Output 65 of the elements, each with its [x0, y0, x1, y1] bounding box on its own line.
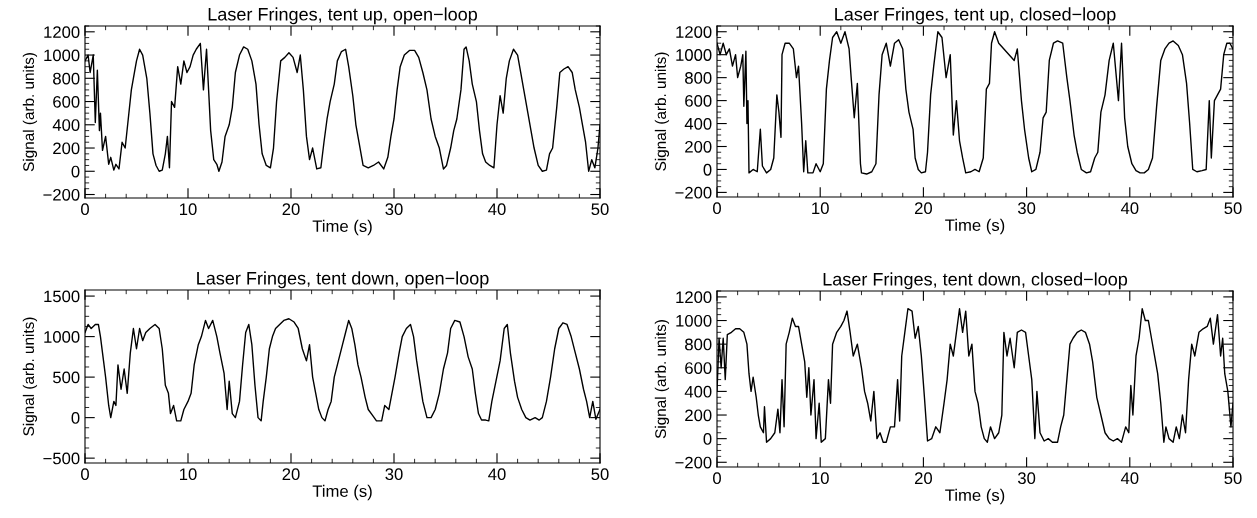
y-tick-label: −500 — [43, 452, 80, 465]
y-tick-label: 1000 — [44, 49, 80, 62]
y-tick-label: 1000 — [676, 314, 712, 327]
x-axis-title: Time (s) — [945, 488, 1005, 505]
y-tick-label: 1000 — [676, 49, 712, 61]
x-tick-label: 50 — [1224, 202, 1242, 215]
y-tick-label: −200 — [675, 456, 712, 469]
x-tick-label: 30 — [385, 468, 403, 481]
y-tick-label: 200 — [53, 142, 80, 155]
x-axis-title: Time (s) — [312, 219, 372, 236]
y-tick-label: 200 — [685, 409, 712, 422]
x-tick-label: 20 — [282, 203, 300, 216]
y-tick-label: 600 — [53, 95, 80, 108]
y-axis-title: Signal (arb. units) — [22, 317, 38, 436]
y-tick-label: 0 — [71, 165, 80, 178]
x-tick-label: 50 — [591, 203, 609, 216]
x-tick-label: 50 — [1224, 472, 1242, 485]
y-tick-label: −200 — [675, 186, 712, 199]
y-tick-label: 800 — [685, 72, 712, 84]
x-axis-title: Time (s) — [945, 218, 1005, 235]
x-tick-label: 0 — [81, 468, 89, 481]
y-tick-label: 1000 — [44, 330, 80, 343]
x-tick-label: 40 — [488, 468, 506, 481]
y-tick-label: 800 — [53, 72, 80, 85]
x-axis-title: Time (s) — [312, 484, 372, 501]
x-tick-label: 20 — [282, 468, 300, 481]
y-tick-label: 800 — [685, 338, 712, 351]
y-axis-title: Signal (arb. units) — [654, 52, 670, 171]
x-tick-label: 0 — [713, 202, 721, 215]
x-tick-label: 10 — [180, 468, 197, 481]
x-tick-label: 10 — [812, 202, 829, 215]
x-tick-label: 20 — [914, 472, 933, 485]
x-tick-label: 10 — [180, 203, 197, 216]
y-tick-label: 400 — [684, 117, 712, 130]
y-tick-label: 500 — [53, 371, 80, 384]
x-tick-label: 0 — [713, 472, 721, 485]
y-axis-title: Signal (arb. units) — [654, 320, 670, 439]
y-tick-label: 400 — [684, 385, 712, 398]
y-tick-label: 0 — [71, 412, 80, 424]
y-axis-title: Signal (arb. units) — [22, 53, 38, 172]
y-tick-label: 1500 — [44, 290, 80, 303]
chart-title: Laser Fringes, tent up, open−loop — [208, 7, 478, 25]
x-tick-label: 40 — [1120, 202, 1139, 215]
x-tick-label: 30 — [1017, 472, 1036, 485]
y-tick-label: 600 — [685, 362, 712, 374]
x-tick-label: 40 — [1120, 472, 1139, 485]
x-tick-label: 30 — [385, 203, 403, 216]
chart-title: Laser Fringes, tent down, open−loop — [197, 271, 489, 289]
y-tick-label: 0 — [703, 163, 712, 176]
chart-title: Laser Fringes, tent down, closed−loop — [823, 272, 1128, 290]
chart-title: Laser Fringes, tent up, closed−loop — [835, 7, 1116, 25]
y-tick-label: 600 — [685, 95, 712, 107]
y-tick-label: 1200 — [44, 26, 80, 39]
y-tick-label: −200 — [43, 188, 80, 201]
x-tick-label: 30 — [1017, 202, 1036, 215]
y-tick-label: 0 — [703, 433, 712, 445]
x-tick-label: 50 — [591, 468, 609, 481]
y-tick-label: 1200 — [676, 26, 712, 38]
x-tick-label: 40 — [488, 203, 506, 216]
x-tick-label: 20 — [914, 202, 933, 215]
y-tick-label: 200 — [685, 140, 712, 153]
y-tick-label: 1200 — [676, 291, 712, 304]
x-tick-label: 10 — [812, 472, 829, 485]
x-tick-label: 0 — [81, 203, 89, 216]
y-tick-label: 400 — [52, 119, 80, 131]
